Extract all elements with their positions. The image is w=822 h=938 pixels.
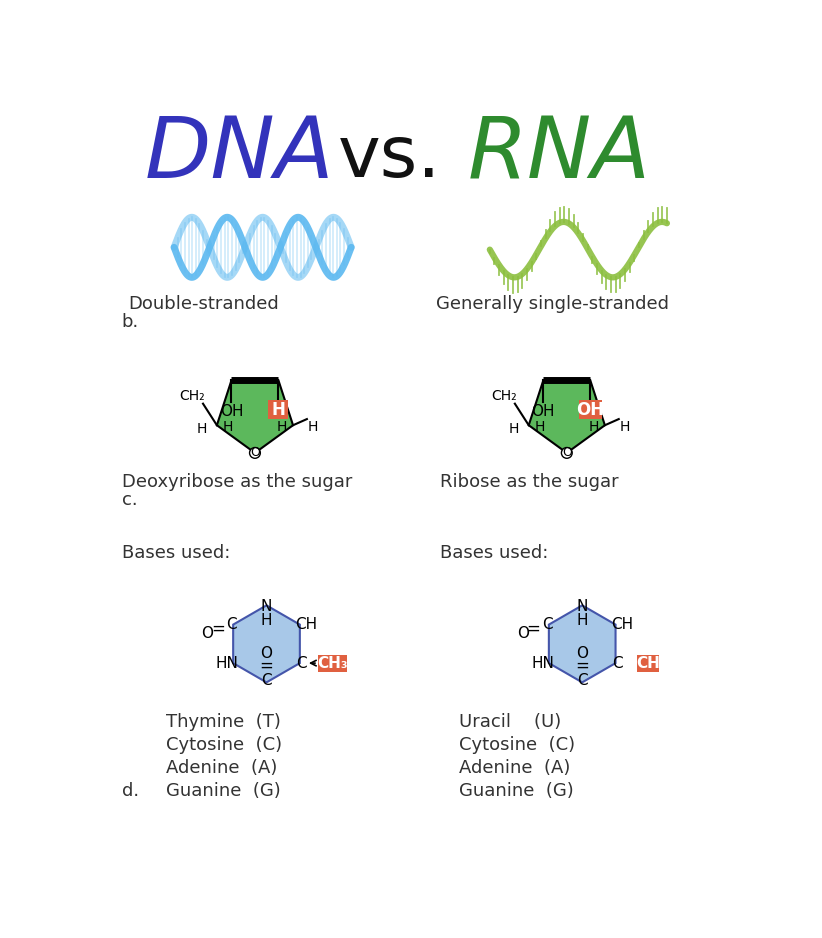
Text: b.: b. (122, 312, 139, 331)
Text: C: C (612, 656, 622, 671)
Text: OH: OH (532, 403, 555, 418)
Text: H: H (271, 401, 285, 418)
Polygon shape (217, 381, 293, 453)
Text: DNA: DNA (145, 113, 335, 196)
Text: H: H (261, 613, 272, 628)
Text: N: N (261, 599, 272, 614)
Text: =: = (210, 620, 224, 638)
Text: H: H (223, 420, 233, 433)
Circle shape (250, 447, 261, 459)
FancyBboxPatch shape (318, 655, 347, 672)
Text: =: = (260, 657, 274, 674)
Text: Deoxyribose as the sugar: Deoxyribose as the sugar (122, 473, 352, 491)
Text: Adenine  (A): Adenine (A) (459, 760, 570, 778)
Text: H: H (277, 420, 288, 433)
Text: HN: HN (531, 656, 554, 671)
Polygon shape (233, 605, 300, 682)
Text: HN: HN (215, 656, 238, 671)
Text: H: H (534, 420, 545, 433)
Text: vs.: vs. (338, 123, 441, 191)
FancyBboxPatch shape (579, 401, 602, 419)
Text: RNA: RNA (468, 113, 651, 196)
Text: O: O (201, 627, 213, 642)
Text: =: = (527, 620, 540, 638)
Text: OH: OH (576, 401, 604, 418)
FancyBboxPatch shape (638, 655, 659, 672)
Text: OH: OH (219, 403, 243, 418)
Circle shape (561, 447, 572, 459)
Text: Cytosine  (C): Cytosine (C) (459, 736, 575, 754)
Polygon shape (529, 381, 605, 453)
Text: Double-stranded: Double-stranded (128, 295, 279, 313)
Text: =: = (575, 657, 589, 674)
Text: Guanine  (G): Guanine (G) (166, 782, 281, 800)
Text: O: O (250, 446, 260, 460)
Text: O: O (576, 645, 589, 660)
Text: CH: CH (611, 617, 633, 632)
Text: H: H (196, 422, 206, 436)
Text: C: C (296, 656, 307, 671)
Text: Guanine  (G): Guanine (G) (459, 782, 574, 800)
Text: d.: d. (122, 782, 139, 800)
Text: Uracil    (U): Uracil (U) (459, 713, 561, 731)
Text: Adenine  (A): Adenine (A) (166, 760, 278, 778)
Text: O: O (562, 446, 572, 460)
Text: O: O (261, 645, 273, 660)
Text: C: C (226, 617, 237, 632)
Polygon shape (549, 605, 616, 682)
Text: H: H (620, 420, 630, 433)
Text: Bases used:: Bases used: (440, 544, 548, 562)
Text: CH₃: CH₃ (317, 656, 348, 671)
Text: c.: c. (122, 492, 137, 509)
Text: O: O (517, 627, 529, 642)
Text: Ribose as the sugar: Ribose as the sugar (440, 473, 618, 491)
Text: C: C (542, 617, 552, 632)
Text: C: C (577, 673, 588, 688)
Text: H: H (308, 420, 318, 433)
Text: Generally single-stranded: Generally single-stranded (436, 295, 669, 313)
Text: H: H (508, 422, 519, 436)
Text: CH: CH (295, 617, 317, 632)
Text: H: H (589, 420, 599, 433)
Text: Thymine  (T): Thymine (T) (166, 713, 281, 731)
FancyBboxPatch shape (269, 401, 289, 419)
Text: Cytosine  (C): Cytosine (C) (166, 736, 283, 754)
Text: H: H (576, 613, 588, 628)
Text: CH₂: CH₂ (492, 389, 517, 403)
Text: CH: CH (636, 656, 660, 671)
Text: CH₂: CH₂ (179, 389, 205, 403)
Text: Bases used:: Bases used: (122, 544, 230, 562)
Text: N: N (576, 599, 588, 614)
Text: C: C (261, 673, 272, 688)
